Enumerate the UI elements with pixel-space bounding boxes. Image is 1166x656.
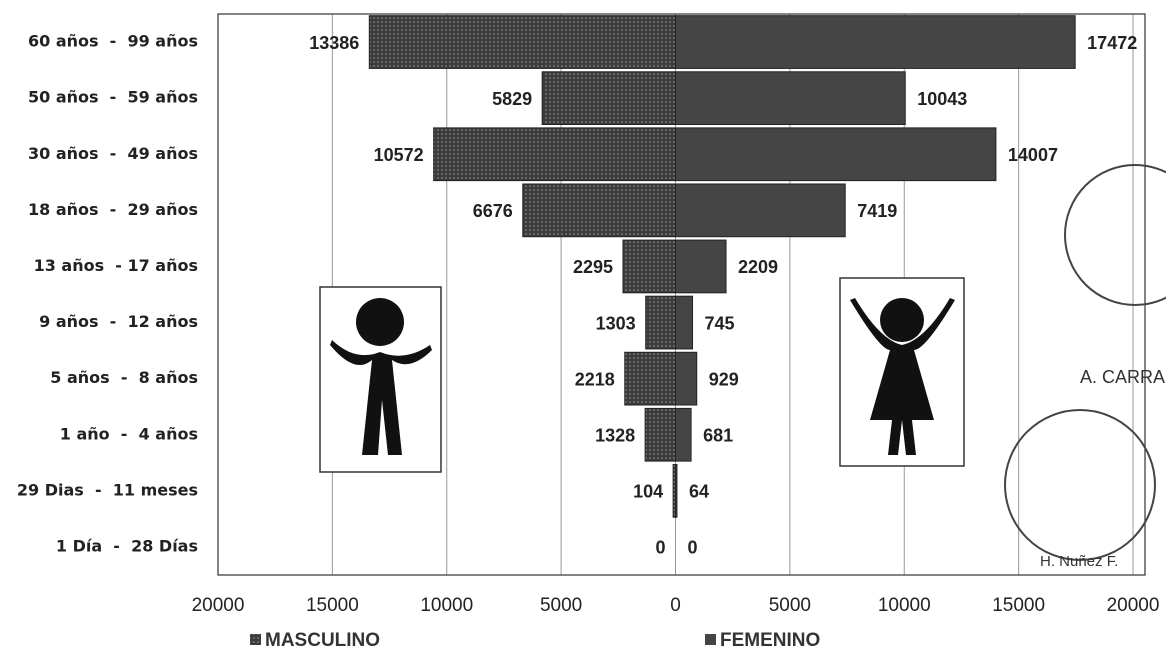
x-tick-label: 0 (670, 595, 681, 616)
boy-figure (319, 286, 442, 473)
value-label: 681 (703, 426, 733, 446)
x-tick-label: 15000 (992, 595, 1045, 616)
x-tick-label: 5000 (540, 595, 582, 616)
value-label: 10572 (374, 145, 424, 165)
legend-marker (250, 634, 261, 645)
value-label: 10043 (917, 89, 967, 109)
stamp-text: A. CARRA (1080, 367, 1165, 387)
value-label: 17472 (1087, 33, 1137, 53)
bar (522, 183, 676, 238)
x-tick-label: 20000 (192, 595, 245, 616)
y-tick-label: 5 años - 8 años (50, 368, 198, 387)
bar (675, 127, 997, 182)
stamps (1004, 164, 1166, 561)
plot: 20000 15000 10000 5000 0 5000 10000 15000 20000 6… (17, 13, 1160, 651)
value-label: 13386 (309, 33, 359, 53)
value-label: 0 (688, 538, 698, 558)
bar (541, 71, 676, 126)
value-label: 929 (709, 369, 739, 389)
y-tick-label: 29 Dias - 11 meses (17, 480, 198, 499)
stamp-text: H. Nuñez F. (1040, 553, 1118, 570)
girl-figure (839, 277, 965, 467)
y-tick-label: 9 años - 12 años (39, 312, 198, 331)
bar (675, 183, 846, 238)
y-tick-label: 1 año - 4 años (60, 424, 198, 443)
y-tick-label: 1 Día - 28 Días (56, 536, 198, 555)
legend-label: MASCULINO (265, 630, 380, 651)
y-tick-label: 13 años - 17 años (34, 256, 198, 275)
value-label: 0 (655, 538, 665, 558)
bar (675, 239, 727, 294)
bar (433, 127, 676, 182)
value-label: 2218 (575, 369, 615, 389)
value-label: 14007 (1008, 145, 1058, 165)
value-label: 2209 (738, 257, 778, 277)
bar (624, 351, 676, 406)
bar (645, 295, 676, 350)
bar (675, 407, 692, 462)
x-tick-label: 5000 (769, 595, 811, 616)
value-label: 1303 (596, 313, 636, 333)
x-tick-label: 10000 (878, 595, 931, 616)
value-label: 64 (689, 482, 709, 502)
value-label: 745 (705, 313, 735, 333)
x-tick-label: 20000 (1107, 595, 1160, 616)
bar (675, 71, 906, 126)
y-tick-label: 18 años - 29 años (28, 200, 198, 219)
bar (368, 15, 676, 69)
plot-frame (217, 13, 1146, 576)
value-label: 7419 (857, 201, 897, 221)
bar (675, 351, 698, 406)
bar (675, 295, 694, 350)
x-tick-label: 15000 (306, 595, 359, 616)
y-tick-label: 60 años - 99 años (28, 32, 198, 51)
bar (675, 15, 1076, 69)
bar (622, 239, 677, 294)
value-label: 2295 (573, 257, 613, 277)
x-tick-label: 10000 (420, 595, 473, 616)
y-tick-label: 30 años - 49 años (28, 144, 198, 163)
value-label: 6676 (473, 201, 513, 221)
y-tick-label: 50 años - 59 años (28, 88, 198, 107)
legend-marker (705, 634, 716, 645)
value-label: 5829 (492, 89, 532, 109)
bar (675, 463, 678, 518)
legend-label: FEMENINO (720, 630, 820, 651)
bar (644, 407, 677, 462)
value-label: 104 (633, 482, 663, 502)
value-label: 1328 (595, 426, 635, 446)
